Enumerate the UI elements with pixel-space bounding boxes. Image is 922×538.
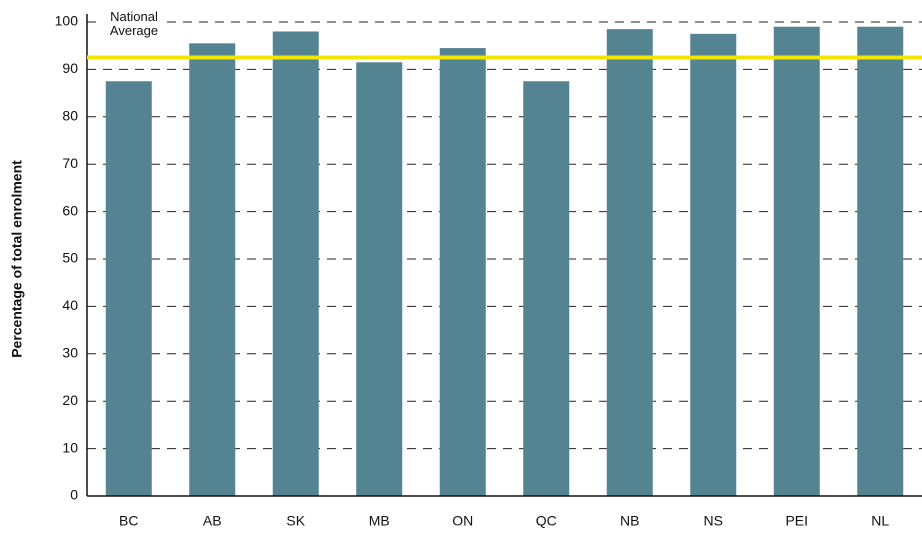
bar — [857, 26, 904, 497]
y-tick-label: 30 — [62, 345, 78, 361]
y-tick-label: 40 — [62, 297, 78, 313]
x-tick-label: NL — [871, 513, 889, 529]
x-tick-label: QC — [536, 513, 557, 529]
x-tick-label: NS — [704, 513, 723, 529]
x-tick-label: BC — [119, 513, 138, 529]
y-tick-label: 50 — [62, 250, 78, 266]
x-tick-label: AB — [203, 513, 222, 529]
x-tick-label: SK — [286, 513, 305, 529]
y-tick-label: 10 — [62, 439, 78, 455]
y-axis-label: Percentage of total enrolment — [9, 160, 25, 358]
y-tick-label: 20 — [62, 392, 78, 408]
bar — [606, 29, 653, 497]
bar — [189, 43, 236, 496]
bar — [523, 81, 570, 496]
bar — [773, 26, 820, 497]
y-tick-label: 60 — [62, 202, 78, 218]
bar — [356, 62, 403, 496]
x-tick-label: MB — [369, 513, 390, 529]
y-tick-label: 70 — [62, 155, 78, 171]
bar — [439, 48, 486, 496]
y-tick-label: 90 — [62, 60, 78, 76]
bar — [105, 81, 152, 496]
y-tick-label: 80 — [62, 108, 78, 124]
x-tick-label: NB — [620, 513, 639, 529]
reference-label: National Average — [103, 10, 165, 38]
reference-label-box: National Average — [103, 10, 165, 38]
y-tick-label: 100 — [55, 13, 79, 29]
x-tick-label: PEI — [785, 513, 808, 529]
y-tick-label: 0 — [70, 487, 78, 503]
bar — [272, 31, 319, 496]
x-tick-label: ON — [452, 513, 473, 529]
bar — [690, 33, 737, 496]
